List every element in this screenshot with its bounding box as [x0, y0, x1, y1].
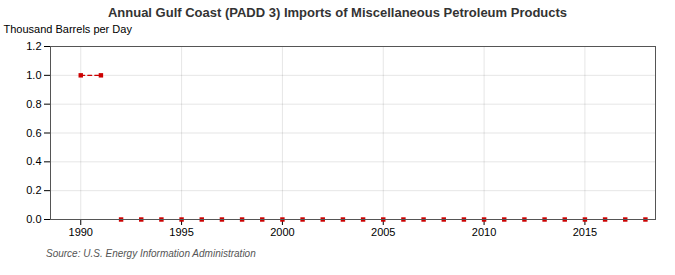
svg-text:0.8: 0.8 — [26, 98, 41, 110]
svg-text:1995: 1995 — [169, 226, 193, 238]
svg-text:1.2: 1.2 — [26, 40, 41, 52]
svg-text:0.2: 0.2 — [26, 184, 41, 196]
svg-text:1.0: 1.0 — [26, 69, 41, 81]
svg-text:0.6: 0.6 — [26, 127, 41, 139]
svg-text:0.4: 0.4 — [26, 155, 41, 167]
svg-text:0.0: 0.0 — [26, 213, 41, 225]
svg-text:1990: 1990 — [69, 226, 93, 238]
svg-text:2015: 2015 — [573, 226, 597, 238]
html-text:Annual Gulf Coast (PADD 3) Imp: Annual Gulf Coast (PADD 3) Imports of Mi… — [107, 5, 568, 20]
svg-text:2005: 2005 — [371, 226, 395, 238]
html-text:Source: U.S. Energy Informatio: Source: U.S. Energy Information Administ… — [46, 248, 256, 259]
svg-text:2010: 2010 — [472, 226, 496, 238]
svg-text:Thousand Barrels per Day: Thousand Barrels per Day — [4, 23, 133, 35]
svg-text:2000: 2000 — [270, 226, 294, 238]
